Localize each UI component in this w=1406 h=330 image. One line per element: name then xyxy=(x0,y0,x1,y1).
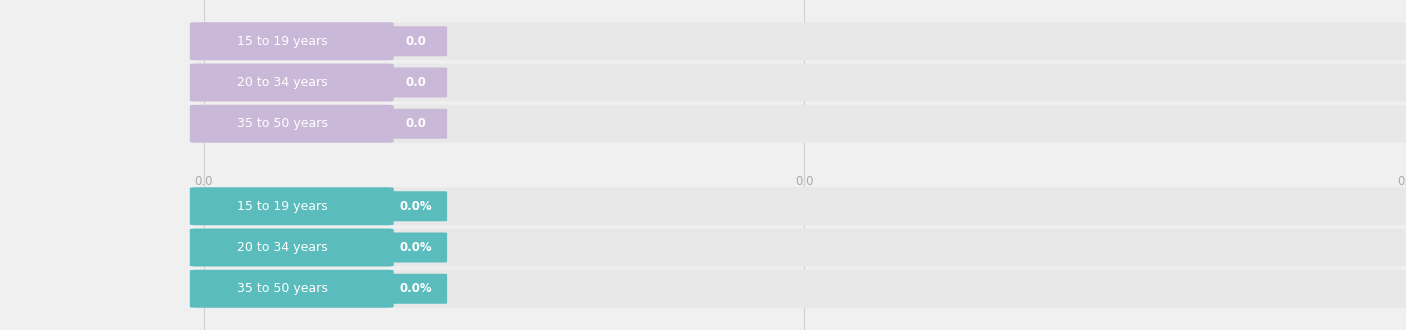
Text: 15 to 19 years: 15 to 19 years xyxy=(238,200,328,213)
Text: 0.0: 0.0 xyxy=(406,35,426,48)
FancyBboxPatch shape xyxy=(385,109,447,139)
Text: 35 to 50 years: 35 to 50 years xyxy=(236,117,328,130)
FancyBboxPatch shape xyxy=(197,105,1406,143)
FancyBboxPatch shape xyxy=(197,270,1406,308)
Text: 0.0: 0.0 xyxy=(194,175,214,188)
FancyBboxPatch shape xyxy=(385,68,447,98)
FancyBboxPatch shape xyxy=(385,232,447,263)
Text: 20 to 34 years: 20 to 34 years xyxy=(238,241,328,254)
Text: 0.0: 0.0 xyxy=(794,175,814,188)
FancyBboxPatch shape xyxy=(385,26,447,56)
FancyBboxPatch shape xyxy=(190,105,394,143)
Text: 0.0%: 0.0% xyxy=(399,282,433,295)
Text: 0.0: 0.0 xyxy=(1396,175,1406,188)
Text: 0.0: 0.0 xyxy=(406,76,426,89)
FancyBboxPatch shape xyxy=(190,187,394,225)
Text: 0.0%: 0.0% xyxy=(399,241,433,254)
FancyBboxPatch shape xyxy=(190,270,394,308)
FancyBboxPatch shape xyxy=(190,63,394,102)
FancyBboxPatch shape xyxy=(385,274,447,304)
Text: 0.0: 0.0 xyxy=(406,117,426,130)
Text: 20 to 34 years: 20 to 34 years xyxy=(238,76,328,89)
FancyBboxPatch shape xyxy=(197,22,1406,60)
FancyBboxPatch shape xyxy=(197,63,1406,102)
FancyBboxPatch shape xyxy=(385,191,447,221)
FancyBboxPatch shape xyxy=(197,187,1406,225)
FancyBboxPatch shape xyxy=(190,228,394,267)
Text: 35 to 50 years: 35 to 50 years xyxy=(236,282,328,295)
Text: 15 to 19 years: 15 to 19 years xyxy=(238,35,328,48)
Text: 0.0%: 0.0% xyxy=(399,200,433,213)
FancyBboxPatch shape xyxy=(197,228,1406,267)
FancyBboxPatch shape xyxy=(190,22,394,60)
